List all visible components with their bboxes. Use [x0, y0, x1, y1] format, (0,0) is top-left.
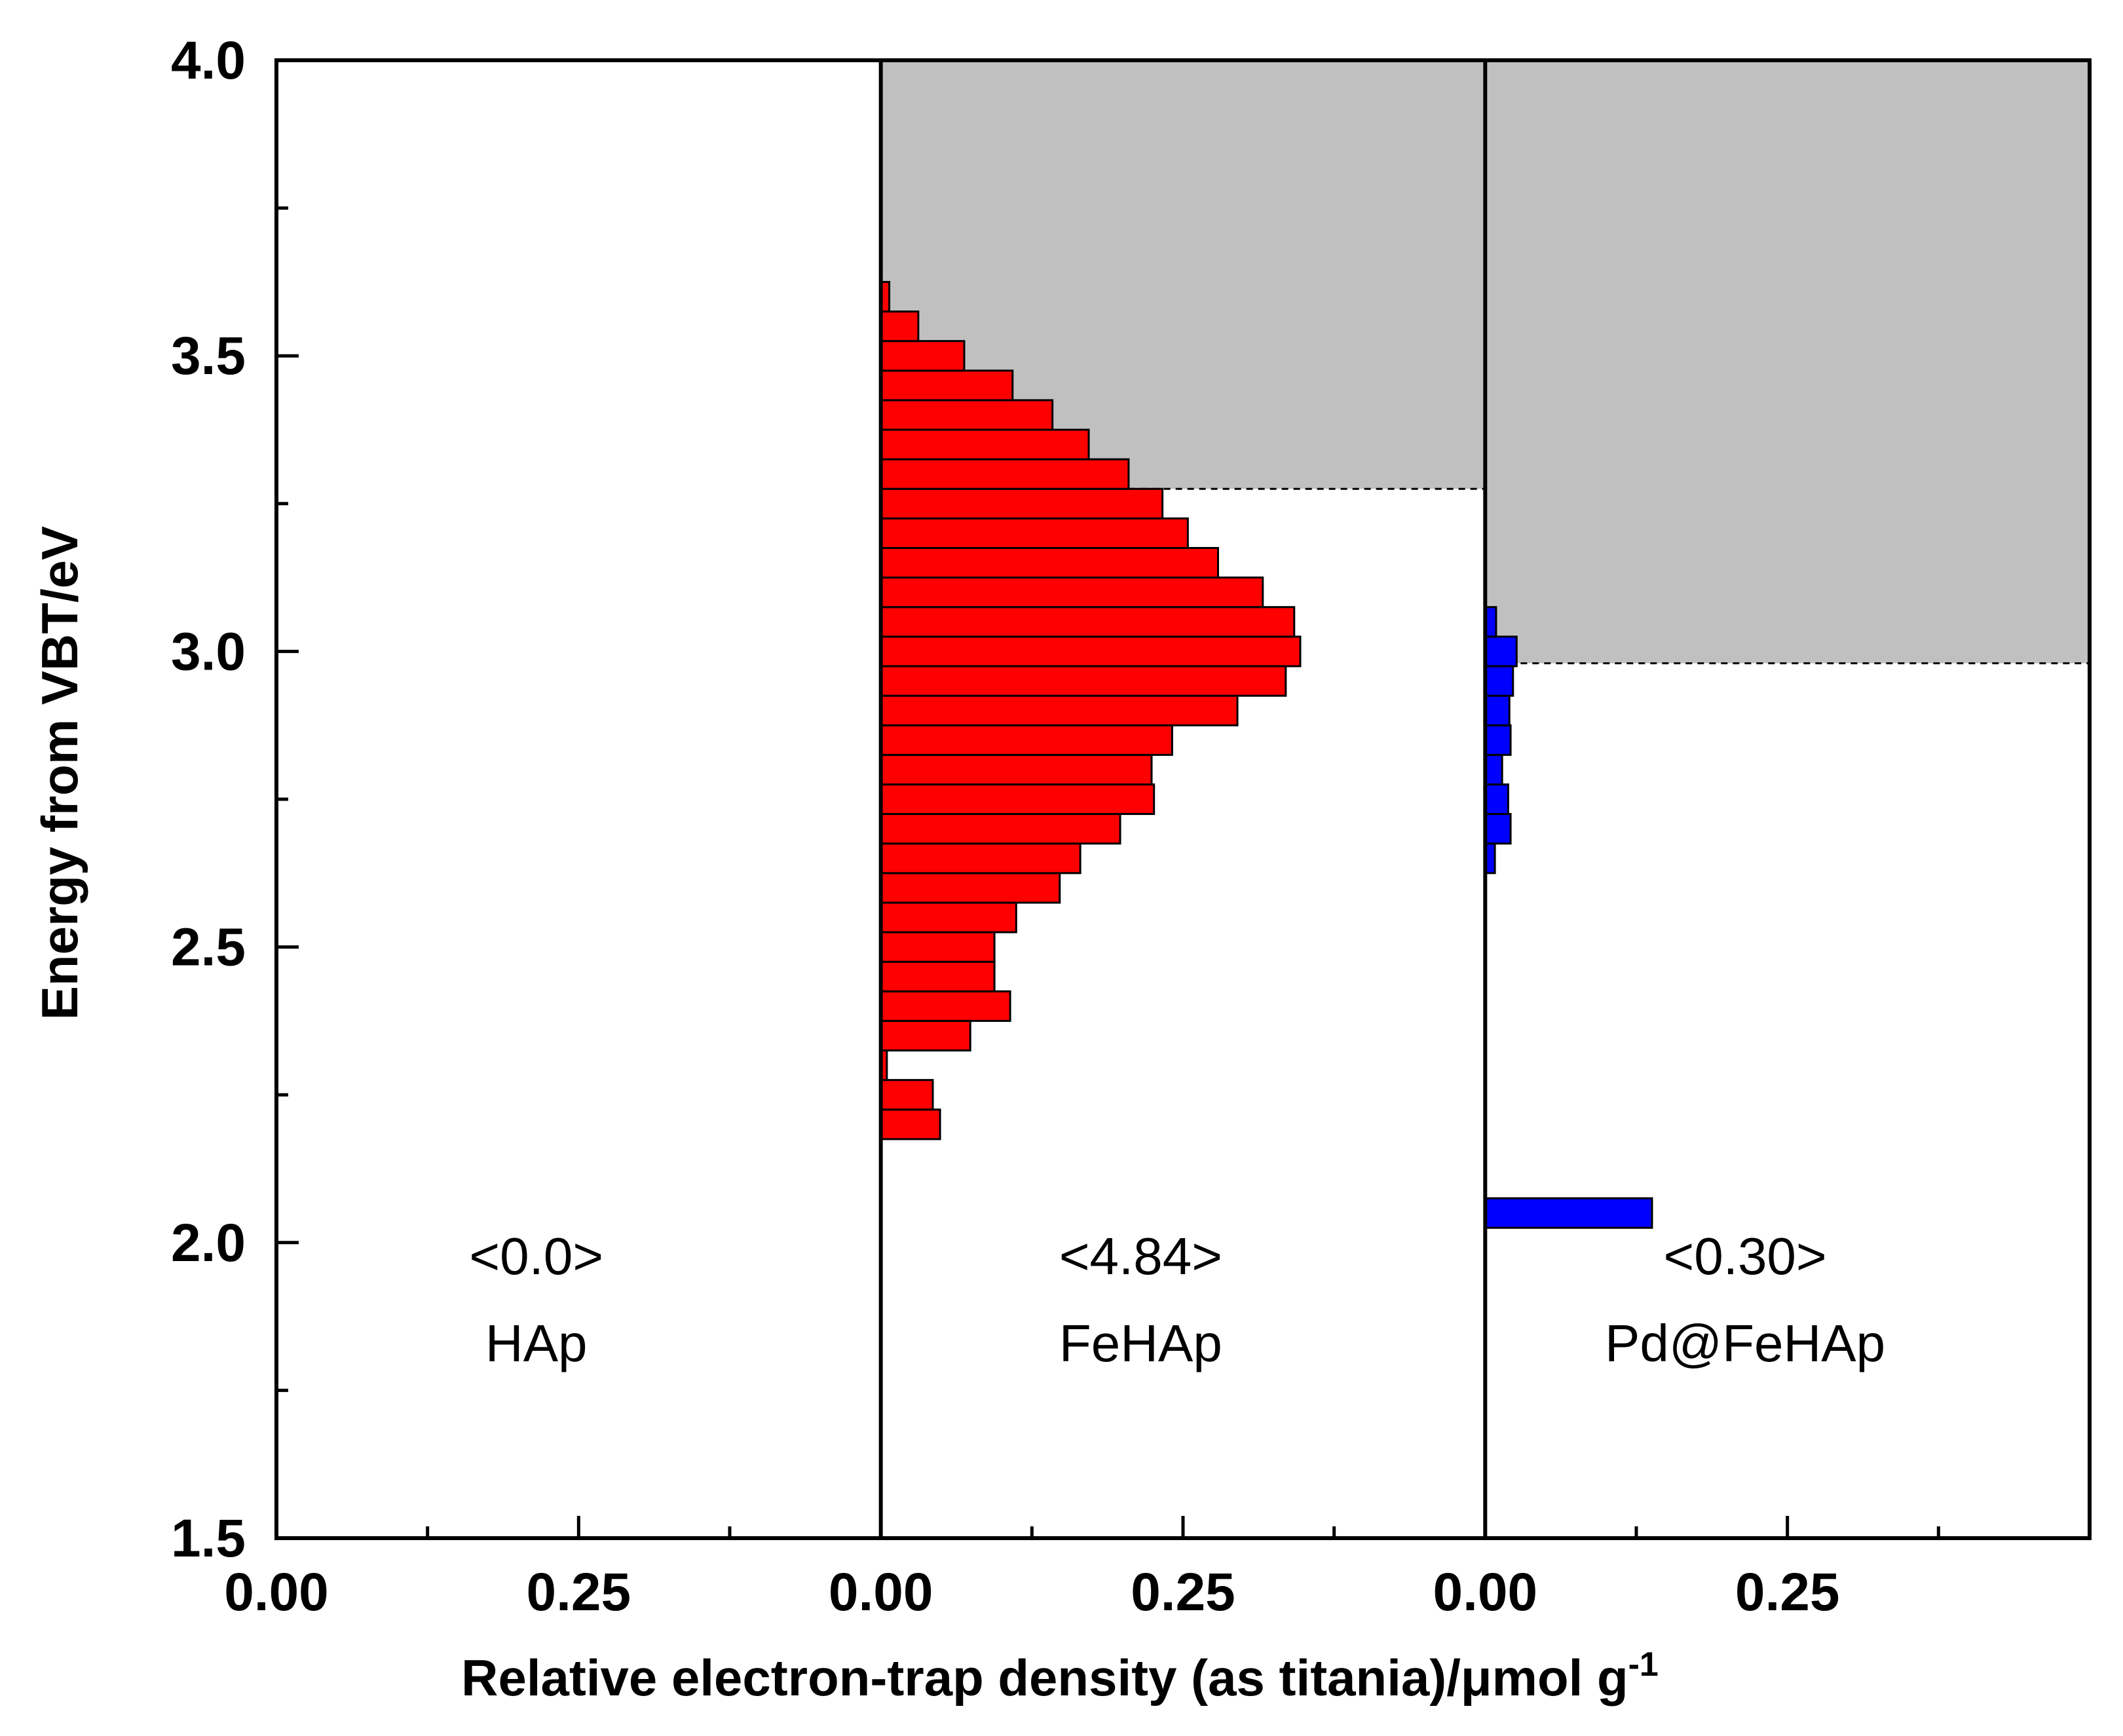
bar-fehap	[880, 694, 1239, 726]
x-tick-label: 0.25	[1131, 1562, 1235, 1622]
bar-fehap	[880, 1079, 934, 1111]
x-axis-title: Relative electron-trap density (as titan…	[461, 1646, 1659, 1707]
x-tick-label: 0.00	[829, 1562, 933, 1622]
bar-fehap	[880, 340, 966, 372]
conduction-band-regions	[880, 60, 2090, 664]
bar-pd-fehap	[1484, 753, 1503, 785]
bar-fehap	[880, 1108, 941, 1141]
bar-fehap	[880, 901, 1017, 934]
bar-fehap	[880, 783, 1155, 816]
bar-fehap	[880, 635, 1302, 668]
bar-fehap	[880, 813, 1121, 845]
bar-pd-fehap	[1484, 724, 1512, 756]
bar-pd-fehap	[1484, 813, 1512, 845]
x-tick-label: 0.25	[1735, 1562, 1840, 1622]
panel-annotations: <0.0> HAp <4.84> FeHAp <0.30> Pd@FeHAp	[469, 1227, 1885, 1372]
y-tick-label: 4.0	[171, 31, 246, 90]
bar-fehap	[880, 724, 1173, 756]
x-axis-title-text: Relative electron-trap density (as titan…	[461, 1649, 1628, 1707]
x-tick-label: 0.00	[1433, 1562, 1538, 1622]
panel-total-pd-fehap: <0.30>	[1664, 1227, 1827, 1285]
axis-ticks	[276, 58, 1940, 1540]
x-tick-label: 0.25	[527, 1562, 631, 1622]
bar-fehap	[880, 487, 1164, 519]
bar-pd-fehap	[1484, 783, 1509, 816]
bar-fehap	[880, 1019, 971, 1052]
bar-fehap	[880, 428, 1090, 461]
bar-pd-fehap	[1484, 694, 1511, 726]
bar-fehap	[880, 665, 1287, 697]
bar-fehap	[880, 842, 1081, 875]
y-tick-label: 2.5	[171, 918, 246, 977]
cb-shade-pd-fehap	[1485, 60, 2090, 664]
panel-total-hap: <0.0>	[469, 1227, 603, 1285]
bar-fehap	[880, 576, 1264, 609]
y-tick-label: 1.5	[171, 1509, 246, 1568]
y-tick-label: 3.5	[171, 326, 246, 386]
bar-fehap	[880, 369, 1014, 402]
bar-fehap	[880, 872, 1061, 904]
x-tick-label: 0.00	[224, 1562, 329, 1622]
bar-fehap	[880, 458, 1130, 490]
bar-fehap	[880, 990, 1011, 1022]
bar-pd-fehap	[1484, 635, 1518, 668]
panel-name-fehap: FeHAp	[1059, 1314, 1222, 1372]
panel-name-pd-fehap: Pd@FeHAp	[1605, 1314, 1885, 1372]
x-axis-title-superscript: -1	[1628, 1646, 1659, 1684]
bar-fehap	[880, 517, 1189, 549]
bar-fehap	[880, 399, 1054, 431]
trap-density-bars	[880, 280, 1653, 1229]
bar-pd-fehap	[1484, 665, 1514, 697]
bar-fehap	[880, 931, 996, 963]
panel-total-fehap: <4.84>	[1059, 1227, 1222, 1285]
y-tick-label: 2.0	[171, 1213, 246, 1273]
tick-labels: 0.00 0.25 0.00 0.25 0.00 0.25 1.5 2.0 2.5 3.0 3.5 4…	[171, 31, 1839, 1622]
bar-pd-fehap	[1484, 1197, 1653, 1229]
bar-fehap	[880, 753, 1153, 785]
y-axis-title: Energy from VBT/eV	[31, 526, 88, 1020]
y-tick-label: 3.0	[171, 622, 246, 681]
bar-fehap	[880, 311, 920, 343]
bar-fehap	[880, 960, 996, 992]
bar-fehap	[880, 606, 1296, 638]
bar-fehap	[880, 546, 1220, 579]
panel-name-hap: HAp	[485, 1314, 588, 1372]
